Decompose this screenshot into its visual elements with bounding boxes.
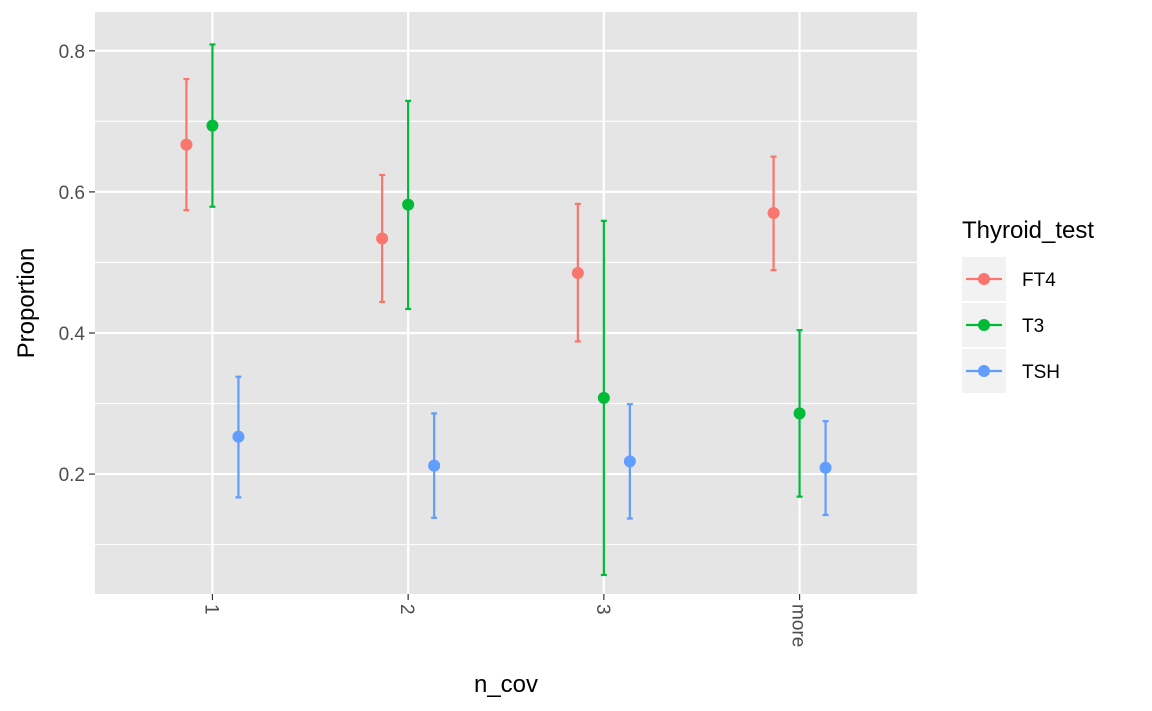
y-tick-label: 0.6 [59,183,85,204]
legend-key-point [978,365,990,377]
y-axis-title: Proportion [13,248,40,359]
point-t3 [206,119,219,132]
legend-label-tsh: TSH [1022,362,1060,383]
point-tsh [819,461,832,474]
y-tick-label: 0.2 [59,465,85,486]
point-ft4 [180,138,193,151]
x-tick-label: 1 [200,604,221,615]
y-tick-label: 0.8 [59,42,85,63]
point-t3 [793,407,806,420]
legend-label-t3: T3 [1022,316,1044,337]
legend-label-ft4: FT4 [1022,270,1056,291]
legend-items: FT4 T3 TSH [962,257,1060,393]
point-t3 [597,391,610,404]
x-tick-label: 3 [592,604,613,615]
major-gridlines [95,12,917,594]
point-ft4 [571,267,584,280]
point-tsh [428,459,441,472]
point-t3 [402,198,415,211]
x-tick-label: 2 [396,604,417,615]
x-tick-label: more [788,604,809,647]
legend-key-point [978,273,990,285]
x-axis-title: n_cov [474,671,538,698]
y-tick-label: 0.4 [59,324,86,345]
x-axis: 1 2 3 more [200,594,809,647]
legend-key-point [978,319,990,331]
point-ft4 [376,232,389,245]
plot-panel [95,12,917,594]
point-tsh [232,430,245,443]
point-tsh [623,455,636,468]
data-marks [180,43,832,577]
y-axis: 0.2 0.4 0.6 0.8 [59,42,95,486]
legend: Thyroid_test FT4 T3 TSH [962,217,1094,393]
legend-title: Thyroid_test [962,217,1094,244]
point-ft4 [767,207,780,220]
minor-gridlines [95,120,917,546]
